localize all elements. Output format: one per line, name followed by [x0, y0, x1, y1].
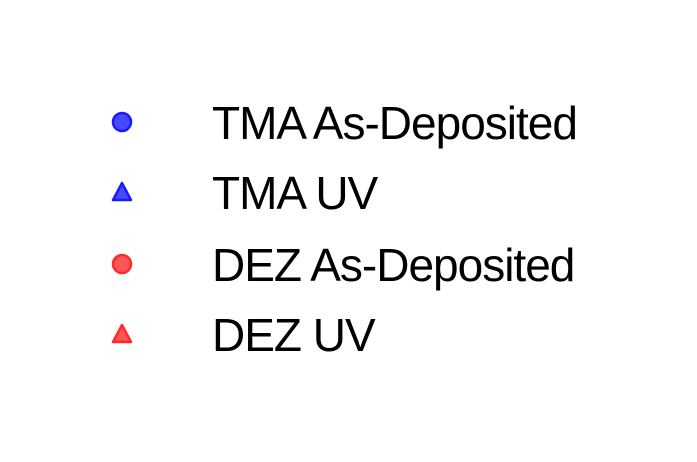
legend-label: DEZ As-Deposited [212, 239, 575, 291]
triangle-marker-shape [111, 323, 133, 344]
triangle-marker-icon [111, 181, 133, 202]
legend-label: TMA UV [212, 167, 378, 219]
circle-marker-icon [111, 253, 133, 275]
triangle-marker-shape [111, 181, 133, 202]
circle-marker-shape [111, 111, 133, 133]
triangle-marker-icon [111, 323, 133, 344]
circle-marker-shape [111, 253, 133, 275]
circle-marker-icon [111, 111, 133, 133]
legend-entry-dez-as-deposited: DEZ As-Deposited [0, 230, 697, 302]
legend-entry-tma-as-deposited: TMA As-Deposited [0, 88, 697, 160]
legend-label: DEZ UV [212, 309, 376, 361]
legend-entry-dez-uv: DEZ UV [0, 300, 697, 372]
legend-entry-tma-uv: TMA UV [0, 158, 697, 230]
legend-label: TMA As-Deposited [212, 97, 578, 149]
